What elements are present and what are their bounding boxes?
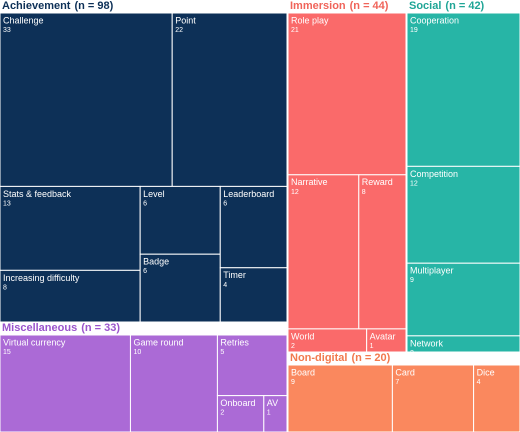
group-count: (n = 98) (74, 0, 113, 12)
tile-value: 5 (220, 349, 224, 356)
tile-value: 12 (291, 189, 299, 196)
group-title: Achievement (n = 98) (2, 0, 114, 12)
tile-label: Timer (223, 270, 246, 280)
tile-value: 2 (410, 350, 414, 357)
tile-label: Point (175, 15, 196, 25)
tile-value: 4 (477, 379, 481, 386)
tile-value: 2 (291, 343, 295, 350)
tile (406, 262, 520, 337)
tile-value: 15 (3, 349, 11, 356)
group-title: Non-digital (n = 20) (290, 352, 391, 364)
tile-value: 33 (3, 27, 11, 34)
group-title: Immersion (n = 44) (290, 0, 389, 12)
tile-value: 13 (3, 200, 11, 207)
tile (129, 334, 218, 432)
tile-label: Dice (477, 367, 495, 377)
tile (391, 364, 475, 432)
tile-label: Onboard (220, 398, 255, 408)
tile (219, 267, 288, 323)
tile-label: Board (291, 367, 315, 377)
group-count: (n = 42) (445, 0, 484, 12)
tile-value: 6 (143, 268, 147, 275)
tile (473, 364, 520, 432)
group-count: (n = 33) (81, 322, 120, 334)
tile-value: 4 (223, 282, 227, 289)
tile-label: Reward (362, 177, 393, 187)
tile-label: Narrative (291, 177, 328, 187)
tile-value: 6 (143, 200, 147, 207)
tile (406, 335, 520, 353)
tile-label: Network (410, 338, 444, 348)
tile-label: Card (395, 367, 415, 377)
tile-value: 19 (410, 27, 418, 34)
tile-label: Badge (143, 257, 169, 267)
tile-label: Role play (291, 15, 329, 25)
tile (406, 12, 520, 167)
tile-label: Increasing difficulty (3, 273, 80, 283)
tile-label: Level (143, 189, 165, 199)
tile-value: 8 (362, 189, 366, 196)
tile-label: Leaderboard (223, 189, 274, 199)
tile (139, 185, 221, 255)
tile (171, 12, 288, 187)
tile (0, 12, 173, 187)
tile (287, 364, 393, 432)
tile-value: 1 (267, 410, 271, 417)
tile-label: Competition (410, 169, 458, 179)
tile-value: 9 (410, 277, 414, 284)
tile (287, 174, 360, 330)
tile (139, 253, 221, 323)
tile (0, 334, 131, 432)
group-name: Miscellaneous (2, 322, 77, 334)
group-count: (n = 20) (351, 352, 390, 364)
tile-label: Game round (133, 337, 183, 347)
tile (366, 328, 407, 353)
tile (0, 185, 141, 271)
group-title: Social (n = 42) (409, 0, 485, 12)
tile-value: 6 (223, 200, 227, 207)
group-name: Social (409, 0, 441, 12)
tile (216, 395, 265, 432)
group-count: (n = 44) (350, 0, 389, 12)
group-name: Achievement (2, 0, 71, 12)
tile-label: Retries (220, 337, 249, 347)
tile-value: 22 (175, 27, 183, 34)
tile (287, 12, 407, 176)
tile-label: Cooperation (410, 15, 459, 25)
tile-label: Stats & feedback (3, 189, 72, 199)
tile-label: AV (267, 398, 278, 408)
tile-value: 1 (370, 343, 374, 350)
tile-label: Virtual currency (3, 337, 66, 347)
tile-value: 7 (395, 379, 399, 386)
group-name: Non-digital (290, 352, 347, 364)
tile-label: World (291, 331, 314, 341)
tile (358, 174, 407, 330)
group-title: Miscellaneous (n = 33) (2, 322, 120, 334)
tile-value: 10 (133, 349, 141, 356)
group-name: Immersion (290, 0, 346, 12)
tile (216, 334, 288, 397)
tile-value: 21 (291, 27, 299, 34)
tile-value: 2 (220, 410, 224, 417)
tile (406, 165, 520, 264)
tile (263, 395, 288, 432)
tile (0, 269, 141, 323)
tile-value: 8 (3, 284, 7, 291)
tile-value: 9 (291, 379, 295, 386)
tile-value: 12 (410, 180, 418, 187)
tile-label: Avatar (370, 331, 396, 341)
tile (219, 185, 288, 269)
tile-label: Multiplayer (410, 266, 454, 276)
tile-label: Challenge (3, 15, 44, 25)
